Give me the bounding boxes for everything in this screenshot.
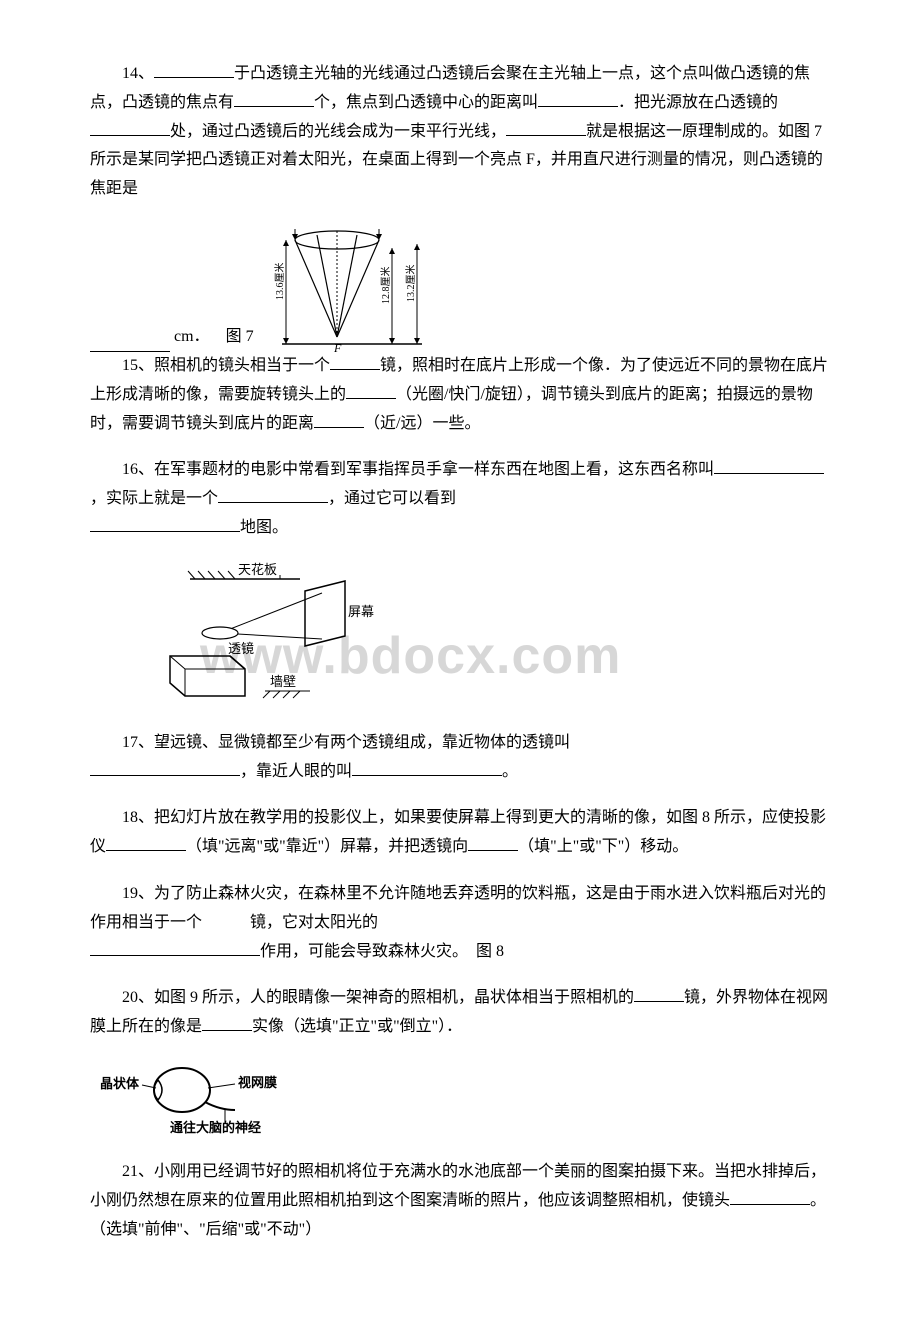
svg-text:墙壁: 墙壁 bbox=[270, 674, 296, 689]
q14-g: cm． bbox=[174, 323, 210, 352]
blank bbox=[330, 354, 380, 370]
blank bbox=[90, 120, 170, 136]
svg-text:通往大脑的神经: 通往大脑的神经 bbox=[170, 1120, 261, 1135]
question-17: 17、望远镜、显微镜都至少有两个透镜组成，靠近物体的透镜叫 ，靠近人眼的叫 。 bbox=[90, 729, 830, 787]
blank bbox=[352, 760, 502, 776]
q14-num: 14、 bbox=[122, 65, 154, 82]
question-19: 19、为了防止森林火灾，在森林里不允许随地丢弃透明的饮料瓶，这是由于雨水进入饮料… bbox=[90, 880, 830, 966]
figure-7-label: 图 7 bbox=[226, 323, 254, 352]
q15-d: （近/远）一些。 bbox=[364, 415, 480, 432]
svg-text:视网膜: 视网膜 bbox=[238, 1075, 277, 1090]
q14-e: 处，通过凸透镜后的光线会成为一束平行光线， bbox=[170, 123, 506, 140]
q14-c: 个，焦点到凸透镜中心的距离叫 bbox=[314, 94, 538, 111]
svg-text:晶状体: 晶状体 bbox=[100, 1076, 140, 1091]
figure-projector: 天花板 屏幕 透镜 墙壁 bbox=[150, 561, 830, 711]
q16-a: 16、在军事题材的电影中常看到军事指挥员手拿一样东西在地图上看，这东西名称叫 bbox=[122, 461, 714, 478]
q16-c: ，通过它可以看到 bbox=[328, 490, 456, 507]
blank bbox=[202, 1015, 252, 1031]
blank bbox=[634, 986, 684, 1002]
question-18: 18、把幻灯片放在教学用的投影仪上，如果要使屏幕上得到更大的清晰的像，如图 8 … bbox=[90, 804, 830, 862]
q18-c: （填"上"或"下"）移动。 bbox=[518, 838, 688, 855]
figure-eye: 晶状体 视网膜 通往大脑的神经 bbox=[100, 1060, 830, 1140]
blank bbox=[106, 835, 186, 851]
blank bbox=[90, 336, 170, 352]
svg-text:天花板: 天花板 bbox=[238, 562, 277, 577]
q14-d: ．把光源放在凸透镜的 bbox=[618, 94, 778, 111]
focus-label: F bbox=[333, 341, 342, 352]
svg-text:屏幕: 屏幕 bbox=[348, 604, 374, 619]
figure-8-label: 图 8 bbox=[476, 943, 504, 960]
document-content: 14、于凸透镜主光轴的光线通过凸透镜后会聚在主光轴上一点，这个点叫做凸透镜的焦点… bbox=[90, 60, 830, 1244]
blank bbox=[506, 120, 586, 136]
q16-b: ，实际上就是一个 bbox=[90, 490, 218, 507]
figure-7-row: cm． 图 7 F 13.6厘米 bbox=[90, 222, 830, 352]
q16-d: 地图。 bbox=[240, 519, 288, 536]
q19-b: 作用，可能会导致森林火灾。 bbox=[260, 943, 468, 960]
q20-c: 实像（选填"正立"或"倒立"）． bbox=[252, 1018, 462, 1035]
q20-a: 20、如图 9 所示，人的眼睛像一架神奇的照相机，晶状体相当于照相机的 bbox=[122, 989, 634, 1006]
blank bbox=[90, 516, 240, 532]
blank bbox=[714, 458, 824, 474]
blank bbox=[730, 1189, 810, 1205]
q15-a: 15、照相机的镜头相当于一个 bbox=[122, 357, 330, 374]
svg-text:透镜: 透镜 bbox=[228, 641, 254, 656]
blank bbox=[346, 383, 396, 399]
q19-a: 19、为了防止森林火灾，在森林里不允许随地丢弃透明的饮料瓶，这是由于雨水进入饮料… bbox=[90, 885, 826, 931]
q18-b: （填"远离"或"靠近"）屏幕，并把透镜向 bbox=[186, 838, 468, 855]
q17-c: 。 bbox=[502, 763, 518, 780]
svg-text:13.2厘米: 13.2厘米 bbox=[404, 264, 417, 302]
q17-a: 17、望远镜、显微镜都至少有两个透镜组成，靠近物体的透镜叫 bbox=[122, 734, 570, 751]
svg-text:13.6厘米: 13.6厘米 bbox=[273, 262, 286, 300]
figure-7: F 13.6厘米 12.8厘米 13.2厘米 bbox=[262, 222, 452, 352]
blank bbox=[468, 835, 518, 851]
blank bbox=[154, 62, 234, 78]
q21-a: 21、小刚用已经调节好的照相机将位于充满水的水池底部一个美丽的图案拍摄下来。当把… bbox=[90, 1163, 826, 1209]
question-20: 20、如图 9 所示，人的眼睛像一架神奇的照相机，晶状体相当于照相机的镜，外界物… bbox=[90, 984, 830, 1042]
q17-b: ，靠近人眼的叫 bbox=[240, 763, 352, 780]
blank bbox=[90, 760, 240, 776]
blank bbox=[234, 91, 314, 107]
blank bbox=[218, 487, 328, 503]
svg-text:12.8厘米: 12.8厘米 bbox=[379, 266, 392, 304]
question-21: 21、小刚用已经调节好的照相机将位于充满水的水池底部一个美丽的图案拍摄下来。当把… bbox=[90, 1158, 830, 1244]
question-14: 14、于凸透镜主光轴的光线通过凸透镜后会聚在主光轴上一点，这个点叫做凸透镜的焦点… bbox=[90, 60, 830, 204]
question-16: 16、在军事题材的电影中常看到军事指挥员手拿一样东西在地图上看，这东西名称叫 ，实… bbox=[90, 456, 830, 542]
blank bbox=[314, 412, 364, 428]
blank bbox=[90, 940, 260, 956]
blank bbox=[538, 91, 618, 107]
question-15: 15、照相机的镜头相当于一个镜，照相时在底片上形成一个像．为了使远近不同的景物在… bbox=[90, 352, 830, 438]
